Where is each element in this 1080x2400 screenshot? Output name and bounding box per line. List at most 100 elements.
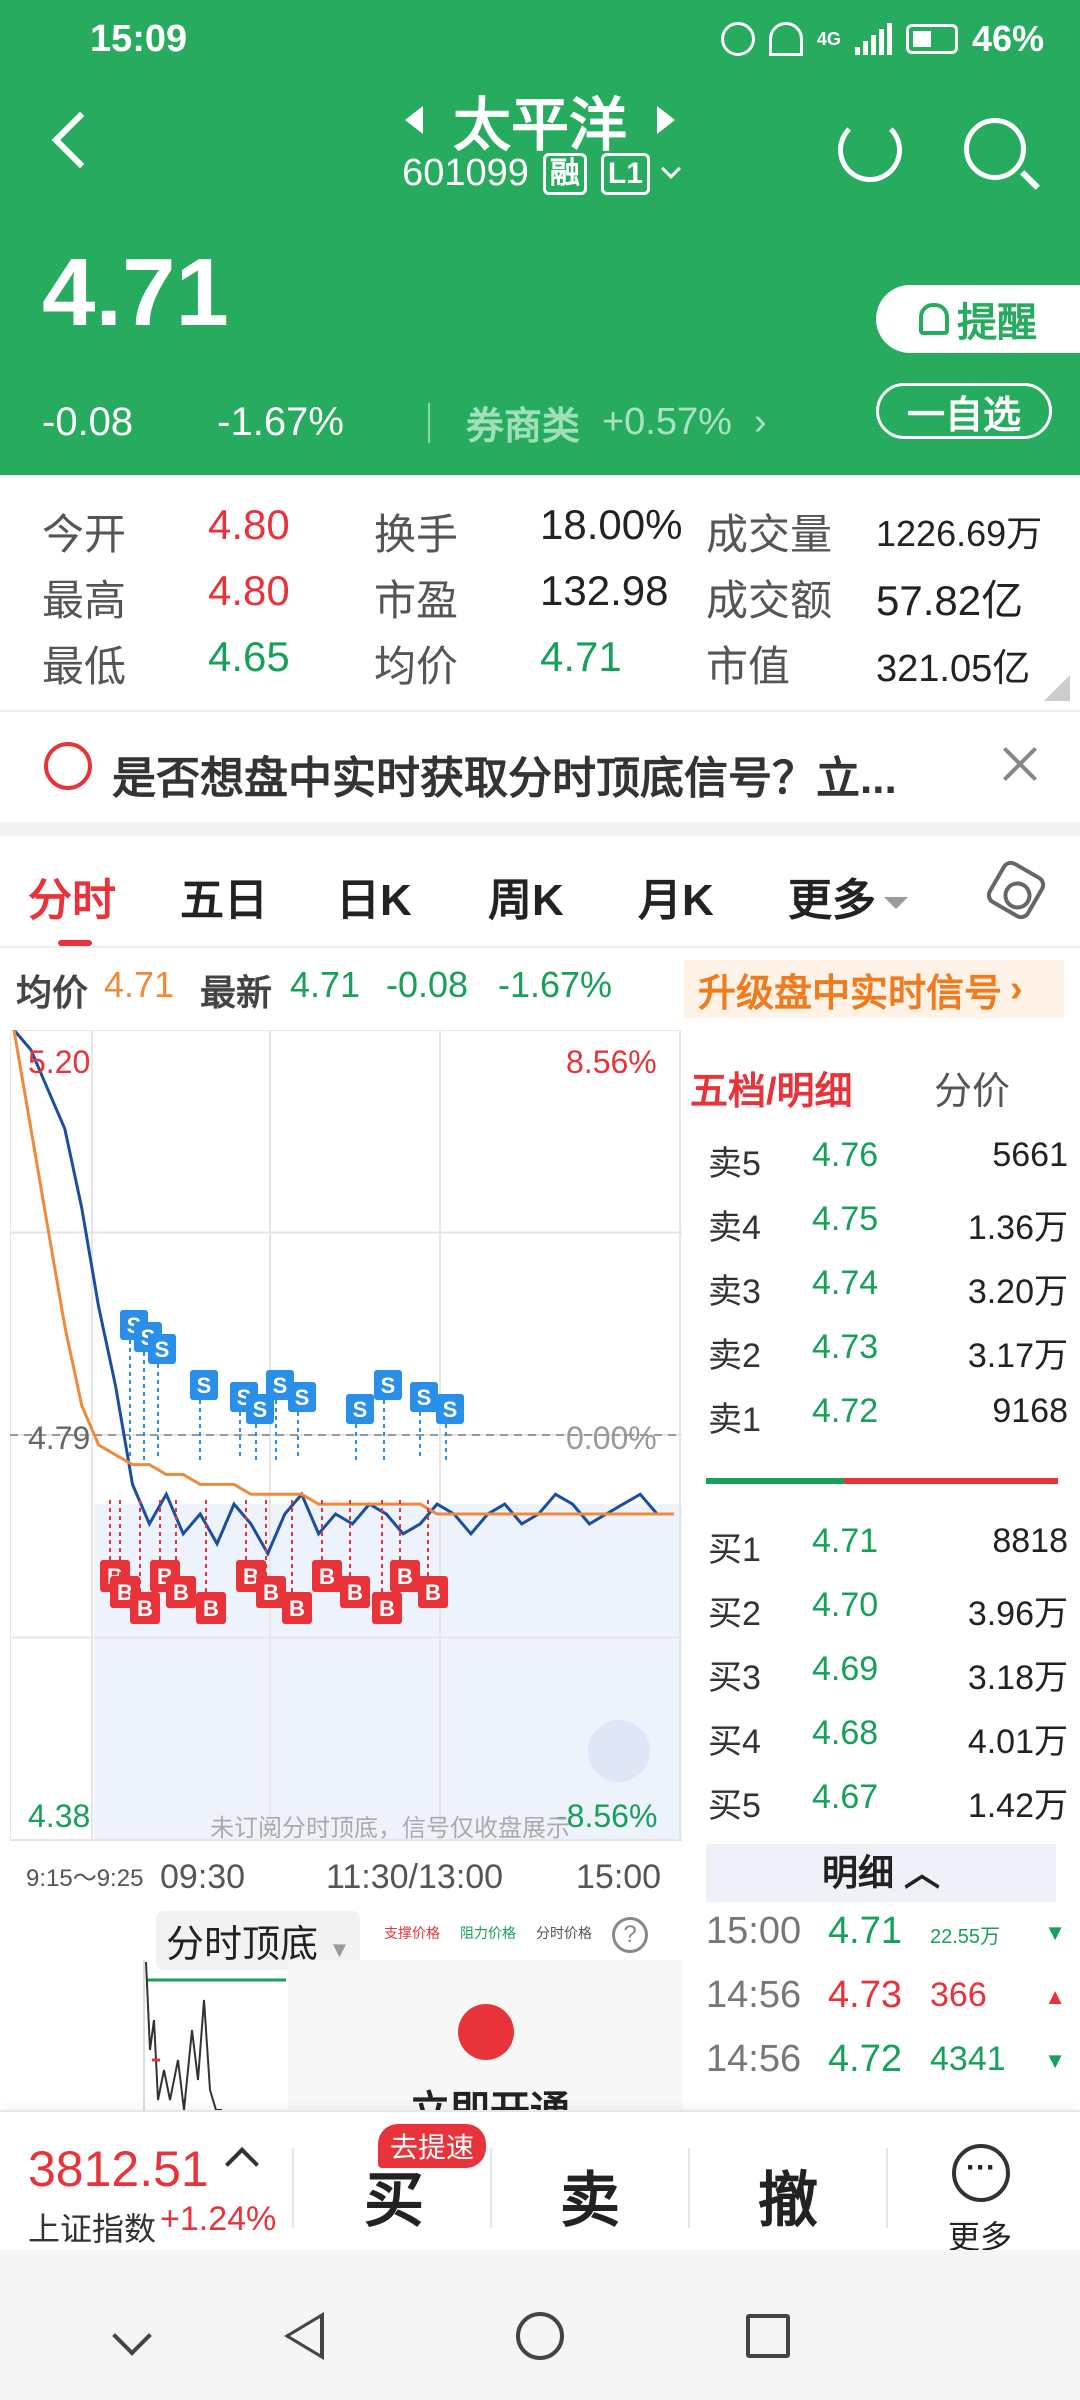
buy-signal-marker [418, 1576, 448, 1608]
indicator-label: 分时顶底 [166, 1924, 319, 1966]
speed-up-badge[interactable]: 去提速 [378, 2124, 487, 2168]
tick-price: 4.73 [828, 1974, 902, 2016]
level-volume: 9168 [992, 1392, 1068, 1430]
pct-axis-bottom: -8.56% [556, 1798, 658, 1834]
watchlist-button[interactable]: 一自选 [876, 383, 1052, 439]
unlock-icon [458, 2004, 514, 2060]
level-volume: 3.17万 [967, 1337, 1068, 1375]
expand-corner-icon[interactable] [1044, 675, 1070, 701]
more-icon[interactable]: ··· [952, 2144, 1010, 2202]
level-label: 买2 [708, 1595, 761, 1633]
level-label: 卖2 [708, 1337, 761, 1375]
next-stock-icon[interactable] [657, 106, 675, 134]
level-tag: L1 [600, 152, 650, 195]
tab-intraday[interactable]: 分时 [28, 876, 116, 925]
chart-shade [94, 1504, 682, 1840]
latest-price-label: 最新 [200, 972, 273, 1013]
buy-signal-label: B [425, 1580, 441, 1605]
level-price: 4.73 [812, 1328, 879, 1366]
sell-signal-marker [346, 1394, 374, 1424]
bid-row[interactable]: 买4 4.68 4.01万 [708, 1714, 1068, 1774]
level-label: 卖3 [708, 1273, 761, 1311]
stock-name: 太平洋 [452, 93, 627, 158]
cancel-order-button[interactable]: 撤 [758, 2167, 818, 2234]
sell-signal-label: S [381, 1373, 396, 1398]
price-line [12, 1029, 674, 1557]
back-nav-icon[interactable] [284, 2312, 324, 2360]
buy-button[interactable]: 买 [364, 2167, 424, 2234]
caret-down-icon [884, 897, 908, 910]
bid-row[interactable]: 买1 4.71 8818 [708, 1522, 1068, 1582]
detail-header[interactable]: 明细 ︿ [706, 1844, 1056, 1902]
latest-change: -0.08 [386, 964, 469, 1005]
sector-link[interactable]: 券商类 +0.57% › [427, 395, 767, 450]
ask-row[interactable]: 卖2 4.73 3.17万 [708, 1328, 1068, 1388]
buy-signal-marker [312, 1560, 342, 1592]
signal-banner[interactable]: 是否想盘中实时获取分时顶底信号？立... [0, 710, 1080, 822]
sell-signal-label: S [295, 1385, 310, 1410]
tab-five-day[interactable]: 五日 [180, 876, 268, 925]
buy-signal-marker [256, 1576, 286, 1608]
tick-time: 14:56 [706, 2038, 802, 2080]
latest-price-value: 4.71 [290, 964, 361, 1005]
tab-daily-k[interactable]: 日K [336, 876, 412, 925]
search-icon[interactable] [964, 118, 1026, 180]
time-pre: 9:15～9:25 [26, 1865, 144, 1892]
buy-signal-marker [282, 1592, 312, 1624]
tab-weekly-k[interactable]: 周K [488, 876, 564, 925]
refresh-icon[interactable] [838, 118, 902, 182]
index-name: 上证指数 [28, 2211, 157, 2247]
signal-icon [854, 23, 892, 55]
tab-monthly-k[interactable]: 月K [638, 876, 714, 925]
more-button-label[interactable]: 更多 [948, 2219, 1013, 2255]
chevron-right-icon: › [753, 401, 767, 443]
active-tab-indicator [58, 940, 92, 946]
ask-row[interactable]: 卖1 4.72 9168 [708, 1392, 1068, 1452]
banner-text: 是否想盘中实时获取分时顶底信号？立... [112, 754, 897, 803]
fullscreen-icon[interactable] [588, 1720, 650, 1782]
sell-signal-label: S [443, 1397, 458, 1422]
index-value[interactable]: 3812.51 [28, 2141, 209, 2197]
margin-tag: 融 [542, 152, 587, 195]
chart-watermark: 未订阅分时顶底，信号仅收盘展示 [210, 1815, 570, 1842]
chevron-up-icon[interactable] [225, 2147, 259, 2181]
stats-panel[interactable]: 今开 4.80 最高 4.80 最低 4.65 换手 18.00% 市盈 132… [0, 475, 1080, 710]
level-price: 4.71 [812, 1522, 879, 1560]
bid-row[interactable]: 买3 4.69 3.18万 [708, 1650, 1068, 1710]
sell-button[interactable]: 卖 [560, 2167, 620, 2234]
tab-more[interactable]: 更多 [788, 864, 908, 928]
stock-code-row[interactable]: 601099 融 L1 [0, 152, 1080, 195]
level-volume: 4.01万 [967, 1723, 1068, 1761]
close-icon[interactable] [1000, 744, 1040, 784]
bid-row[interactable]: 买2 4.70 3.96万 [708, 1586, 1068, 1646]
bid-row[interactable]: 买5 4.67 1.42万 [708, 1778, 1068, 1838]
ask-row[interactable]: 卖5 4.76 5661 [708, 1136, 1068, 1196]
level-label: 买4 [708, 1723, 761, 1761]
buy-signal-label: B [117, 1580, 133, 1605]
tick-volume: 4341 [930, 2040, 1006, 2078]
remind-button[interactable]: 提醒 [876, 285, 1080, 353]
sell-signal-marker [436, 1394, 464, 1424]
ask-row[interactable]: 卖3 4.74 3.20万 [708, 1264, 1068, 1324]
chevron-up-icon: ︿ [904, 1852, 941, 1893]
intraday-chart[interactable]: SSSSSSSSSSSSBBBBBBBBBBBBBB 5.20 4.79 4.3… [9, 1029, 682, 1850]
ask-row[interactable]: 卖4 4.75 1.36万 [708, 1200, 1068, 1260]
upgrade-signal-button[interactable]: 升级盘中实时信号 › [684, 960, 1064, 1018]
order-book: 五档/明细 分价 卖5 4.76 5661 卖4 4.75 1.36万 卖3 4.74 3.20… [690, 1030, 1080, 2110]
help-icon[interactable]: ? [612, 1917, 648, 1953]
caret-down-icon: ▼ [328, 1937, 351, 1962]
tab-price-distribution[interactable]: 分价 [934, 1071, 1011, 1113]
tab-five-level[interactable]: 五档/明细 [690, 1071, 853, 1113]
home-icon[interactable] [516, 2312, 564, 2360]
tick-price: 4.71 [828, 1910, 902, 1952]
pe-label: 市盈 [374, 577, 459, 624]
sell-signal-marker [190, 1370, 218, 1400]
y-axis-mid: 4.79 [28, 1420, 91, 1456]
recent-apps-icon[interactable] [746, 2314, 790, 2358]
level-label: 卖5 [708, 1145, 761, 1183]
buy-signal-label: B [397, 1564, 413, 1589]
buy-signal-label: B [173, 1580, 189, 1605]
avg-price-value: 4.71 [104, 964, 175, 1005]
prev-stock-icon[interactable] [404, 106, 423, 134]
chevron-down-icon[interactable] [661, 158, 681, 179]
